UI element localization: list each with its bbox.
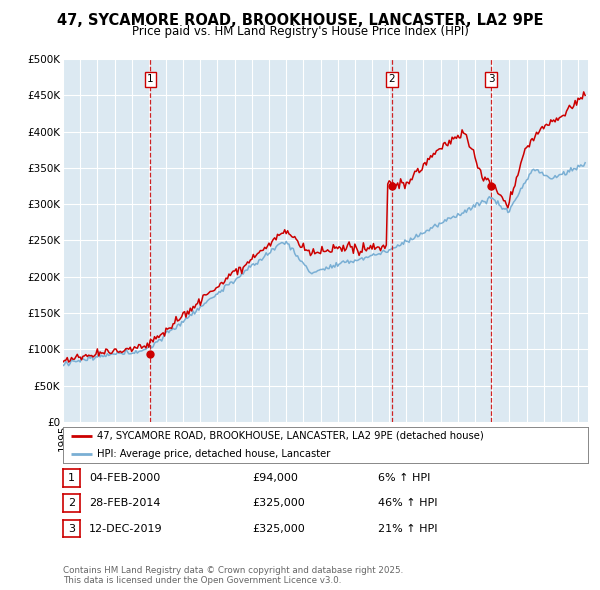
Text: 04-FEB-2000: 04-FEB-2000	[89, 473, 160, 483]
Text: Contains HM Land Registry data © Crown copyright and database right 2025.
This d: Contains HM Land Registry data © Crown c…	[63, 566, 403, 585]
Text: 21% ↑ HPI: 21% ↑ HPI	[378, 524, 437, 533]
Text: 6% ↑ HPI: 6% ↑ HPI	[378, 473, 430, 483]
Text: 2: 2	[389, 74, 395, 84]
Text: 3: 3	[68, 524, 75, 533]
Text: Price paid vs. HM Land Registry's House Price Index (HPI): Price paid vs. HM Land Registry's House …	[131, 25, 469, 38]
Text: 47, SYCAMORE ROAD, BROOKHOUSE, LANCASTER, LA2 9PE: 47, SYCAMORE ROAD, BROOKHOUSE, LANCASTER…	[57, 13, 543, 28]
Text: £325,000: £325,000	[252, 524, 305, 533]
Text: 47, SYCAMORE ROAD, BROOKHOUSE, LANCASTER, LA2 9PE (detached house): 47, SYCAMORE ROAD, BROOKHOUSE, LANCASTER…	[97, 431, 484, 441]
Text: 1: 1	[68, 473, 75, 483]
Text: 3: 3	[488, 74, 494, 84]
Text: HPI: Average price, detached house, Lancaster: HPI: Average price, detached house, Lanc…	[97, 449, 331, 459]
Text: 46% ↑ HPI: 46% ↑ HPI	[378, 499, 437, 508]
Text: 12-DEC-2019: 12-DEC-2019	[89, 524, 163, 533]
Text: 2: 2	[68, 499, 75, 508]
Text: £94,000: £94,000	[252, 473, 298, 483]
Text: 1: 1	[147, 74, 154, 84]
Text: 28-FEB-2014: 28-FEB-2014	[89, 499, 160, 508]
Text: £325,000: £325,000	[252, 499, 305, 508]
